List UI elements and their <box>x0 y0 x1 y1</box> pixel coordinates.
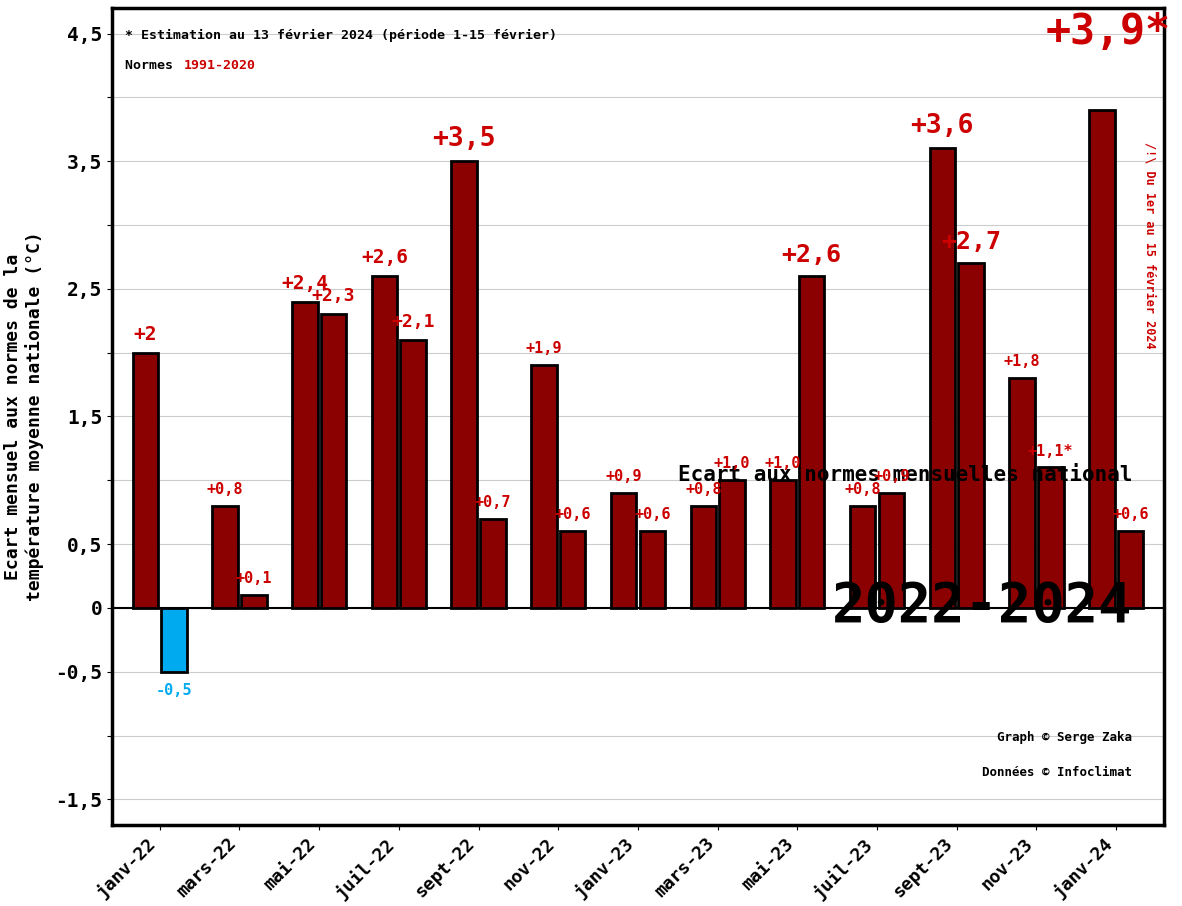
Bar <box>560 531 585 608</box>
Bar <box>611 493 636 608</box>
Text: * Estimation au 13 février 2024 (période 1-15 février): * Estimation au 13 février 2024 (période… <box>124 28 557 42</box>
Bar <box>132 352 158 608</box>
Text: +1,8: +1,8 <box>1004 354 1040 370</box>
Text: -0,5: -0,5 <box>156 683 193 699</box>
Text: +0,9: +0,9 <box>605 469 642 484</box>
Text: +0,6: +0,6 <box>554 507 591 523</box>
Text: +3,6: +3,6 <box>910 113 974 140</box>
Text: +0,1: +0,1 <box>235 571 272 586</box>
Bar <box>1038 467 1064 608</box>
Text: +1,1*: +1,1* <box>1028 444 1073 458</box>
Text: +2,4: +2,4 <box>281 274 329 293</box>
Bar <box>480 518 506 608</box>
Text: +2,3: +2,3 <box>312 287 356 305</box>
Bar <box>162 608 187 671</box>
Text: +0,9: +0,9 <box>873 469 910 484</box>
Text: +3,5: +3,5 <box>433 126 496 152</box>
Bar <box>929 149 955 608</box>
Text: +0,8: +0,8 <box>207 482 243 496</box>
Text: 2022-2024: 2022-2024 <box>832 580 1132 632</box>
Text: +2,7: +2,7 <box>941 230 1001 255</box>
Bar <box>719 480 745 608</box>
Text: 1991-2020: 1991-2020 <box>183 59 255 72</box>
Bar <box>959 264 983 608</box>
Text: +0,8: +0,8 <box>686 482 721 496</box>
Text: +2,1: +2,1 <box>391 313 435 331</box>
Text: +1,0: +1,0 <box>714 457 751 471</box>
Bar <box>372 276 397 608</box>
Text: +2,6: +2,6 <box>781 243 842 267</box>
Text: Normes: Normes <box>124 59 181 72</box>
Text: +1,9: +1,9 <box>526 342 563 356</box>
Text: +2,6: +2,6 <box>361 248 408 267</box>
Bar <box>1089 111 1115 608</box>
Bar <box>320 314 346 608</box>
Bar <box>639 531 665 608</box>
Bar <box>213 506 238 608</box>
Bar <box>799 276 824 608</box>
Bar <box>401 340 426 608</box>
Text: +0,6: +0,6 <box>1112 507 1149 523</box>
Bar <box>850 506 876 608</box>
Text: Données © Infoclimat: Données © Infoclimat <box>982 766 1132 779</box>
Text: +2: +2 <box>134 324 157 343</box>
Y-axis label: Ecart mensuel aux normes de la
température moyenne nationale (°C): Ecart mensuel aux normes de la températu… <box>5 232 44 602</box>
Text: +0,8: +0,8 <box>844 482 881 496</box>
Text: /!\ Du 1er au 15 février 2024: /!\ Du 1er au 15 février 2024 <box>1144 142 1157 349</box>
Bar <box>1009 378 1034 608</box>
Bar <box>452 161 478 608</box>
Text: +1,0: +1,0 <box>765 457 801 471</box>
Text: +0,6: +0,6 <box>634 507 670 523</box>
Bar <box>771 480 795 608</box>
Bar <box>690 506 716 608</box>
Bar <box>1118 531 1143 608</box>
Text: +0,7: +0,7 <box>475 495 511 509</box>
Bar <box>878 493 904 608</box>
Text: +3,9*: +3,9* <box>1046 11 1170 53</box>
Bar <box>292 302 318 608</box>
Text: Graph © Serge Zaka: Graph © Serge Zaka <box>998 731 1132 744</box>
Bar <box>531 365 557 608</box>
Bar <box>241 595 267 608</box>
Text: Ecart aux normes mensuelles national: Ecart aux normes mensuelles national <box>677 466 1132 486</box>
